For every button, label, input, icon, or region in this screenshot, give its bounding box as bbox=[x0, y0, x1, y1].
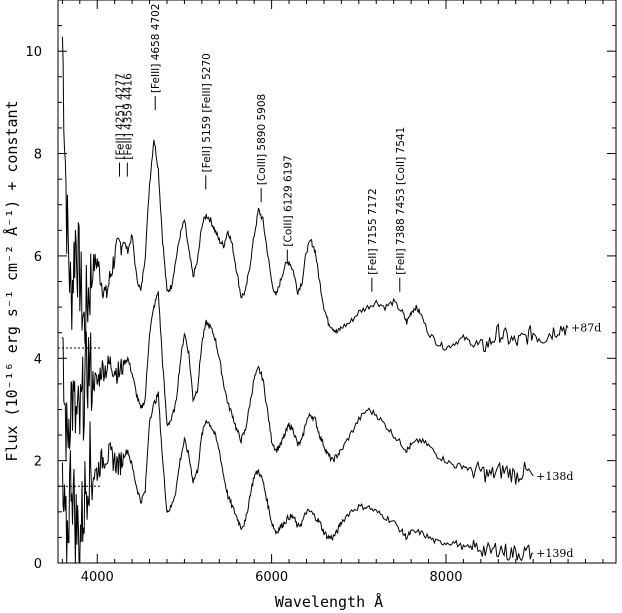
epoch-label: +87d bbox=[571, 322, 601, 335]
epoch-labels: +87d +138d +139d bbox=[536, 322, 601, 560]
x-tick-label: 8000 bbox=[429, 570, 462, 585]
line-id-label: [CoIII] 5890 5908 bbox=[256, 94, 268, 185]
line-identifications: [FeII] 4251 4277[FeII] 4359 4416 [FeIII] … bbox=[114, 4, 407, 292]
y-axis-label: Flux (10⁻¹⁶ erg s⁻¹ cm⁻² Å⁻¹) + constant bbox=[2, 100, 21, 461]
series-line-139d bbox=[61, 391, 534, 564]
plot-frame bbox=[57, 0, 617, 564]
y-tick-label: 4 bbox=[34, 352, 42, 367]
x-tick-label: 6000 bbox=[255, 570, 288, 585]
y-tick-label: 8 bbox=[34, 148, 42, 163]
line-id-label: [FeII] 5159 [FeIII] 5270 bbox=[201, 53, 213, 172]
line-id-label: [CoIII] 6129 6197 bbox=[282, 155, 294, 246]
epoch-label: +139d bbox=[536, 547, 573, 560]
line-id-label: [FeII] 4359 4416 bbox=[122, 73, 134, 160]
line-id-label: [FeIII] 4658 4702 bbox=[150, 4, 162, 94]
epoch-label: +138d bbox=[536, 470, 573, 483]
line-id-label: [FeII] 4251 4277 bbox=[114, 73, 126, 159]
series-line-87d bbox=[61, 36, 569, 353]
y-tick-label: 6 bbox=[34, 250, 42, 265]
y-tick-label: 0 bbox=[34, 557, 42, 572]
line-id-label: [FeII] 7155 7172 bbox=[367, 188, 379, 274]
spectra-series bbox=[61, 36, 569, 564]
axis-ticks: 4000 6000 8000 0 2 4 6 8 10 bbox=[25, 0, 616, 585]
x-tick-label: 4000 bbox=[81, 570, 114, 585]
series-line-138d bbox=[61, 291, 534, 485]
x-axis-label: Wavelength Å bbox=[275, 592, 383, 611]
zero-level-markers bbox=[58, 347, 102, 487]
y-tick-label: 10 bbox=[25, 45, 42, 60]
line-id-label: [FeII] 7388 7453 [CoII] 7541 bbox=[395, 127, 407, 275]
y-tick-label: 2 bbox=[34, 455, 42, 470]
